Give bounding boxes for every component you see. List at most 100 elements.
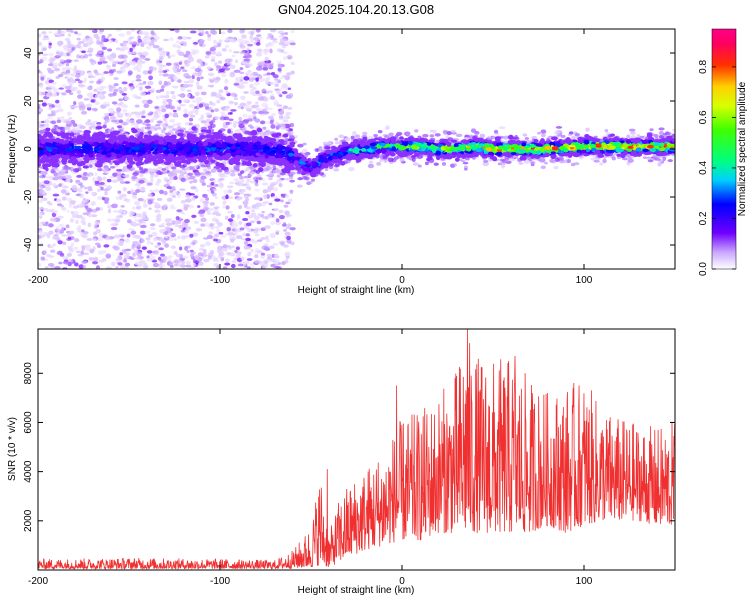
spectrogram-noise-point bbox=[113, 83, 119, 87]
spectrogram-noise-point bbox=[67, 77, 74, 83]
spectrogram-noise-point bbox=[60, 204, 64, 208]
spectrogram-halo-point bbox=[238, 123, 245, 129]
spectrogram-noise-point bbox=[70, 242, 75, 247]
spectrogram-noise-point bbox=[101, 61, 108, 64]
spectrogram-noise-point bbox=[57, 240, 63, 245]
spectrogram-noise-point bbox=[200, 114, 204, 120]
spectrogram-noise-point bbox=[264, 225, 271, 230]
spectrogram-noise-point bbox=[170, 91, 175, 95]
spectrogram-noise-point bbox=[75, 250, 81, 254]
spectrogram-noise-point bbox=[97, 50, 103, 55]
spectrogram-noise-point bbox=[118, 112, 124, 116]
spectrogram-noise-point bbox=[196, 228, 203, 232]
spectrogram-noise-point bbox=[131, 178, 136, 182]
spectrogram-noise-point bbox=[120, 104, 127, 108]
spectrogram-noise-point bbox=[176, 122, 182, 126]
spectrogram-noise-point bbox=[48, 92, 53, 97]
spectrogram-noise-point bbox=[240, 237, 247, 241]
spectrogram-noise-point bbox=[102, 176, 107, 181]
spectrogram-noise-point bbox=[160, 108, 167, 113]
spectrogram-noise-point bbox=[124, 181, 131, 184]
spectrogram-noise-point bbox=[226, 244, 231, 248]
spectrogram-noise-point bbox=[142, 122, 146, 125]
spectrogram-noise-point bbox=[196, 58, 203, 64]
spectrogram-noise-point bbox=[183, 113, 189, 118]
spectrogram-noise-point bbox=[206, 114, 213, 118]
spectrogram-noise-point bbox=[266, 214, 273, 219]
spectrogram-noise-point bbox=[66, 40, 72, 45]
spectrogram-noise-point bbox=[174, 219, 180, 225]
spectrogram-noise-point bbox=[66, 49, 71, 53]
spectrogram-noise-point bbox=[112, 210, 120, 213]
spectrogram-noise-point bbox=[122, 108, 128, 113]
spectrogram-noise-point bbox=[220, 31, 226, 35]
spectrogram-noise-point bbox=[115, 196, 120, 201]
spectrogram-noise-point bbox=[85, 41, 92, 47]
spectrogram-noise-point bbox=[242, 61, 248, 65]
spectrogram-noise-point bbox=[90, 208, 98, 213]
spectrogram-noise-point bbox=[266, 72, 271, 76]
spectrogram-noise-point bbox=[214, 61, 218, 66]
spectrogram-noise-point bbox=[255, 107, 262, 112]
spectrogram-noise-point bbox=[221, 47, 227, 52]
spectrogram-noise-point bbox=[184, 246, 189, 251]
spectrogram-noise-point bbox=[252, 230, 258, 234]
spectrogram-noise-point bbox=[257, 213, 262, 216]
spectrogram-halo-point bbox=[553, 165, 559, 170]
spectrogram-noise-point bbox=[102, 234, 106, 239]
spectrogram-noise-point bbox=[39, 185, 44, 190]
spectrogram-noise-point bbox=[122, 174, 129, 178]
spectrogram-noise-point bbox=[39, 71, 43, 74]
spectrogram-noise-point bbox=[97, 61, 103, 65]
spectrogram-noise-point bbox=[233, 224, 239, 228]
spectrogram-noise-point bbox=[213, 238, 218, 242]
spectrogram-halo-point bbox=[57, 126, 64, 130]
spectrogram-noise-point bbox=[77, 80, 83, 84]
spectrogram-noise-point bbox=[198, 103, 204, 108]
spectrogram-noise-point bbox=[55, 76, 60, 79]
spectrogram-halo-point bbox=[99, 182, 105, 185]
spectrogram-halo-point bbox=[225, 121, 230, 126]
spectrogram-noise-point bbox=[157, 166, 163, 170]
spectrogram-noise-point bbox=[65, 63, 70, 67]
spectrogram-noise-point bbox=[92, 165, 97, 170]
spectrogram-noise-point bbox=[269, 48, 273, 54]
spectrogram-noise-point bbox=[135, 85, 139, 88]
spectrogram-noise-point bbox=[251, 204, 257, 209]
spectrogram-halo-point bbox=[172, 170, 178, 176]
spectrogram-noise-point bbox=[254, 233, 260, 237]
spectrogram-noise-point bbox=[206, 37, 212, 42]
spectrogram-noise-point bbox=[265, 43, 270, 48]
spectrogram-halo-point bbox=[289, 179, 295, 183]
spectrogram-noise-point bbox=[207, 72, 215, 77]
spectrogram-halo-point bbox=[432, 129, 437, 134]
spectrogram-noise-point bbox=[111, 101, 118, 105]
spectrogram-noise-point bbox=[229, 253, 236, 257]
spectrogram-noise-point bbox=[159, 259, 164, 263]
spectrogram-noise-point bbox=[162, 204, 168, 208]
spectrogram-halo-point bbox=[131, 175, 138, 180]
spectrogram-noise-point bbox=[173, 65, 180, 69]
spectrogram-noise-point bbox=[240, 188, 247, 193]
spectrogram-noise-point bbox=[174, 191, 179, 195]
spectrogram-noise-point bbox=[142, 51, 149, 57]
spectrogram-noise-point bbox=[62, 207, 67, 211]
spectrogram-noise-point bbox=[172, 109, 177, 113]
spectrogram-noise-point bbox=[137, 197, 144, 202]
spectrogram-halo-point bbox=[143, 120, 151, 124]
spectrogram-halo-point bbox=[227, 128, 232, 134]
spectrogram-noise-point bbox=[256, 239, 263, 242]
spectrogram-halo-point bbox=[204, 170, 212, 175]
spectrogram-noise-point bbox=[150, 30, 155, 35]
spectrogram-noise-point bbox=[39, 189, 46, 195]
spectrogram-noise-point bbox=[62, 174, 68, 179]
spectrogram-noise-point bbox=[78, 264, 84, 269]
spectrogram-noise-point bbox=[268, 81, 275, 85]
spectrogram-noise-point bbox=[65, 89, 72, 94]
spectrogram-noise-point bbox=[152, 262, 160, 268]
spectrogram-noise-point bbox=[239, 29, 245, 34]
spectrogram-noise-point bbox=[115, 257, 122, 261]
spectrogram-noise-point bbox=[183, 98, 188, 103]
spectrogram-noise-point bbox=[243, 241, 249, 245]
spectrogram-halo-point bbox=[39, 129, 45, 135]
